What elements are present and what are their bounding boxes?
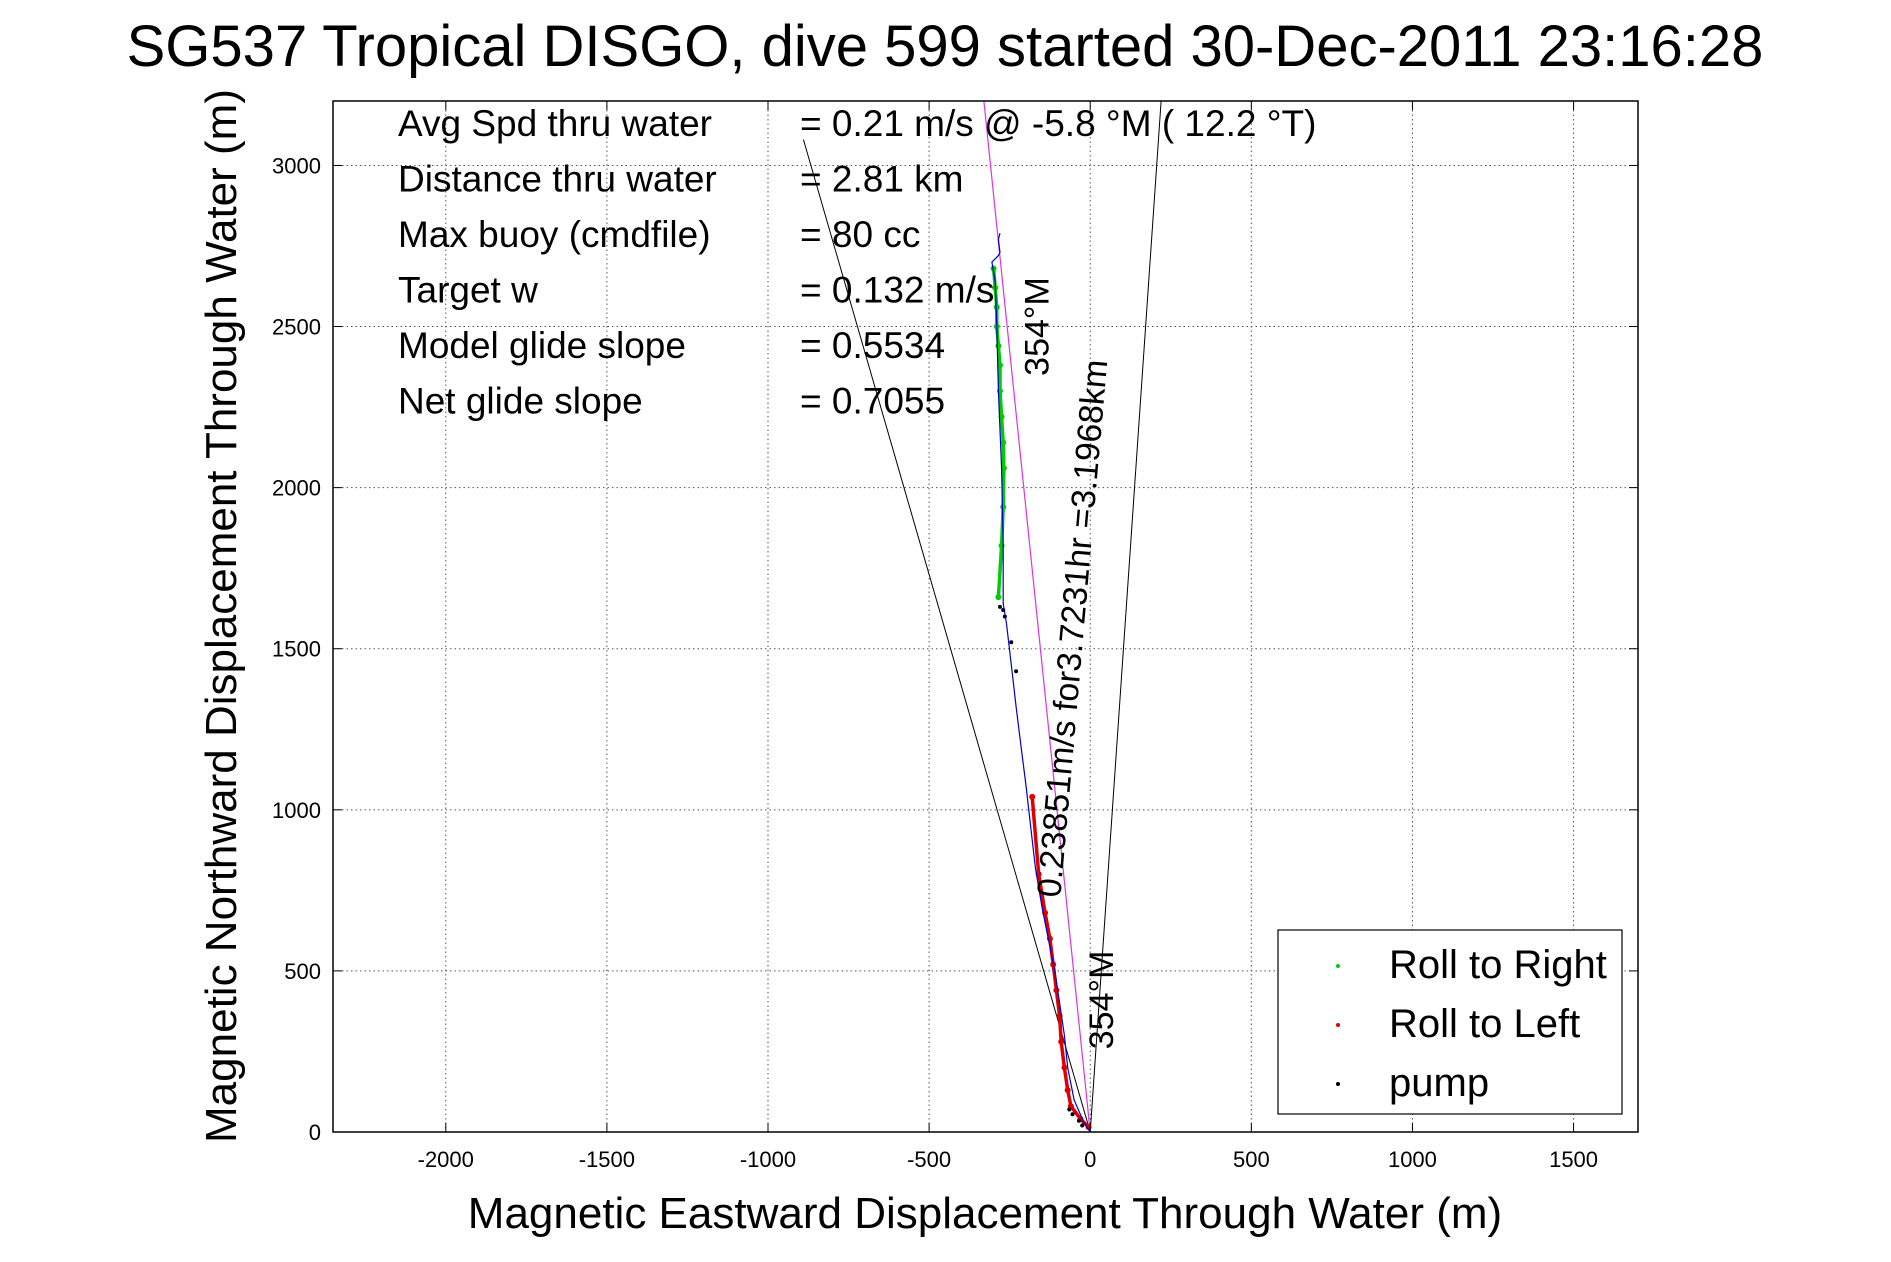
y-tick-label: 1500 <box>272 637 321 662</box>
stat-label: Target w <box>398 270 538 311</box>
chart-title: SG537 Tropical DISGO, dive 599 started 3… <box>127 14 1764 79</box>
legend-label: Roll to Right <box>1389 943 1607 987</box>
stat-label: Distance thru water <box>398 159 717 200</box>
legend-marker <box>1336 1082 1340 1086</box>
series-trail <box>991 266 1006 599</box>
stat-value: = 80 cc <box>800 214 920 255</box>
y-tick-label: 0 <box>309 1120 321 1145</box>
stat-value: = 0.5534 <box>800 325 945 366</box>
x-axis-label: Magnetic Eastward Displacement Through W… <box>468 1189 1502 1238</box>
y-axis-label: Magnetic Northward Displacement Through … <box>197 89 246 1143</box>
x-tick-label: -1000 <box>740 1147 796 1172</box>
legend-items: Roll to Right Roll to Left pump <box>1336 943 1607 1105</box>
legend-box <box>1277 929 1623 1115</box>
legend-marker <box>1336 964 1340 968</box>
y-tick-label: 1000 <box>272 798 321 823</box>
legend-label: Roll to Left <box>1389 1002 1580 1046</box>
x-tick-label: -500 <box>907 1147 951 1172</box>
data-point <box>1080 1123 1085 1128</box>
data-point <box>1014 669 1019 674</box>
stat-value: = 2.81 km <box>800 159 964 200</box>
y-tick-label: 2500 <box>272 315 321 340</box>
ticks: -2000 -1500 -1000 -500 0 500 1000 1500 0 500 1000 1… <box>272 101 1638 1172</box>
x-tick-label: -2000 <box>418 1147 474 1172</box>
stat-label: Net glide slope <box>398 381 643 422</box>
data-point <box>1070 1112 1075 1117</box>
x-tick-label: -1500 <box>579 1147 635 1172</box>
y-tick-label: 2000 <box>272 476 321 501</box>
series-trail <box>1030 795 1091 1129</box>
legend-marker <box>1336 1023 1340 1027</box>
legend-label: pump <box>1389 1061 1489 1105</box>
x-tick-label: 1500 <box>1549 1147 1598 1172</box>
data-point <box>1067 1107 1072 1112</box>
annotation-label: 354°M <box>1083 951 1121 1050</box>
stat-value: = 0.7055 <box>800 381 945 422</box>
stat-label: Max buoy (cmdfile) <box>398 214 711 255</box>
x-tick-label: 0 <box>1084 1147 1096 1172</box>
stat-value: = 0.132 m/s <box>800 270 994 311</box>
track-line <box>991 232 1091 1133</box>
data-point <box>1009 640 1014 645</box>
data-point <box>1076 1118 1081 1123</box>
stat-label: Model glide slope <box>398 325 686 366</box>
series-track <box>991 232 1091 1133</box>
legend: Roll to Right Roll to Left pump <box>1277 929 1623 1115</box>
plot-frame <box>332 100 1639 1133</box>
x-tick-label: 1000 <box>1388 1147 1437 1172</box>
x-tick-label: 500 <box>1233 1147 1270 1172</box>
y-tick-label: 500 <box>284 959 321 984</box>
y-tick-label: 3000 <box>272 153 321 178</box>
reference-line-heading <box>983 100 1091 1133</box>
annotation-label: 354°M <box>1018 277 1056 376</box>
reference-line-cone-right <box>1089 100 1162 1133</box>
reference-line-cone-left <box>802 139 1091 1133</box>
series-layer <box>990 232 1092 1133</box>
data-point <box>998 604 1002 609</box>
reference-lines <box>802 100 1162 1133</box>
stat-value: = 0.21 m/s @ -5.8 °M ( 12.2 °T) <box>800 103 1316 144</box>
stats-block: Avg Spd thru water = 0.21 m/s @ -5.8 °M (… <box>398 103 1316 422</box>
stat-label: Avg Spd thru water <box>398 103 712 144</box>
